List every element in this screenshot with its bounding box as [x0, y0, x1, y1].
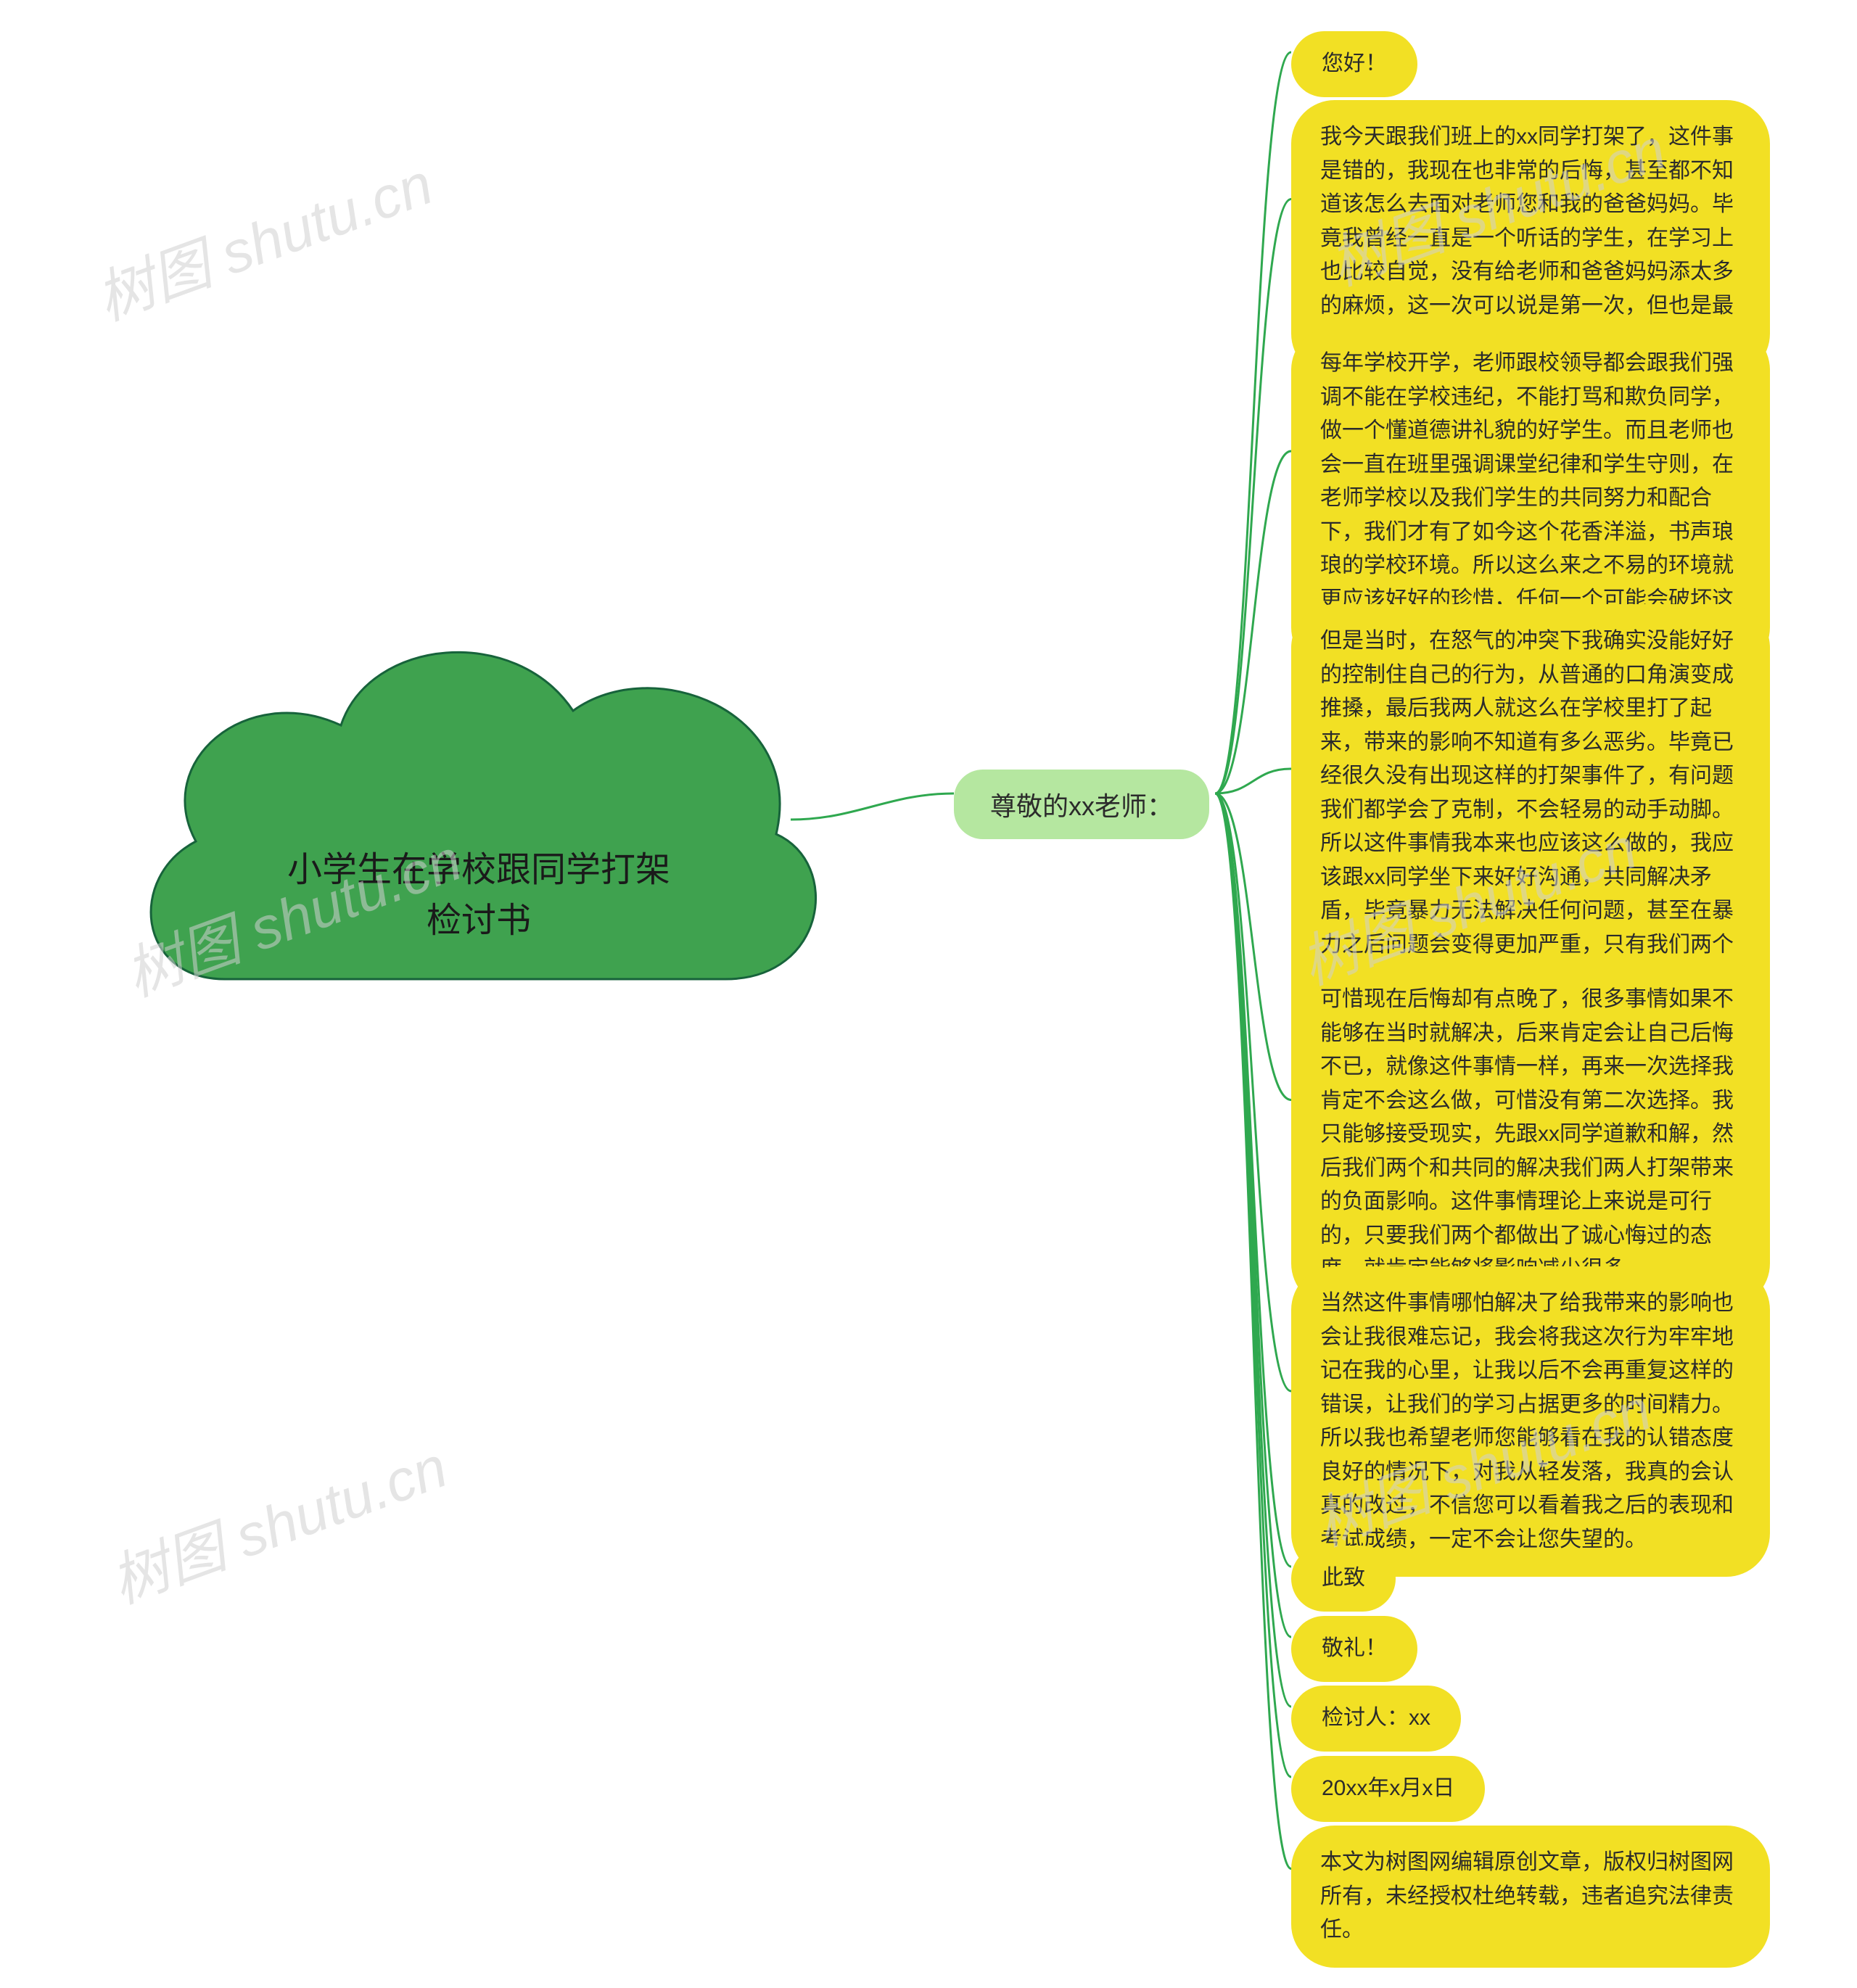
leaf-text: 您好！: [1322, 51, 1387, 75]
leaf-node[interactable]: 检讨人：xx: [1291, 1686, 1461, 1752]
leaf-node[interactable]: 您好！: [1291, 31, 1417, 97]
leaf-text: 我今天跟我们班上的xx同学打架了，这件事是错的，我现在也非常的后悔，甚至都不知道…: [1320, 125, 1734, 351]
leaf-text: 敬礼！: [1322, 1636, 1387, 1660]
leaf-node[interactable]: 20xx年x月x日: [1291, 1756, 1485, 1822]
leaf-text: 可惜现在后悔却有点晚了，很多事情如果不能够在当时就解决，后来肯定会让自己后悔不已…: [1320, 987, 1734, 1281]
watermark: 树图 shutu.cn: [98, 1421, 457, 1620]
leaf-text: 20xx年x月x日: [1322, 1776, 1454, 1800]
leaf-text: 每年学校开学，老师跟校领导都会跟我们强调不能在学校违纪，不能打骂和欺负同学，做一…: [1320, 351, 1734, 645]
leaf-node[interactable]: 当然这件事情哪怕解决了给我带来的影响也会让我很难忘记，我会将我这次行为牢牢地记在…: [1291, 1266, 1770, 1577]
leaf-text: 本文为树图网编辑原创文章，版权归树图网所有，未经授权杜绝转载，违者追究法律责任。: [1320, 1850, 1734, 1942]
watermark: 树图 shutu.cn: [83, 138, 442, 337]
center-node[interactable]: 尊敬的xx老师：: [954, 770, 1209, 839]
leaf-text: 当然这件事情哪怕解决了给我带来的影响也会让我很难忘记，我会将我这次行为牢牢地记在…: [1320, 1291, 1734, 1551]
mindmap-canvas: 小学生在学校跟同学打架 检讨书 尊敬的xx老师： 您好！ 我今天跟我们班上的xx同…: [0, 0, 1857, 1988]
root-title-line1: 小学生在学校跟同学打架: [261, 845, 696, 896]
leaf-node[interactable]: 可惜现在后悔却有点晚了，很多事情如果不能够在当时就解决，后来肯定会让自己后悔不已…: [1291, 962, 1770, 1307]
root-cloud: [109, 573, 834, 1095]
root-title: 小学生在学校跟同学打架 检讨书: [261, 845, 696, 946]
root-title-line2: 检讨书: [261, 896, 696, 946]
leaf-text: 检讨人：xx: [1322, 1706, 1430, 1730]
leaf-node[interactable]: 敬礼！: [1291, 1616, 1417, 1682]
leaf-node[interactable]: 此致: [1291, 1546, 1396, 1612]
center-node-label: 尊敬的xx老师：: [990, 791, 1173, 821]
leaf-node[interactable]: 本文为树图网编辑原创文章，版权归树图网所有，未经授权杜绝转载，违者追究法律责任。: [1291, 1826, 1770, 1968]
leaf-text: 此致: [1322, 1566, 1365, 1590]
